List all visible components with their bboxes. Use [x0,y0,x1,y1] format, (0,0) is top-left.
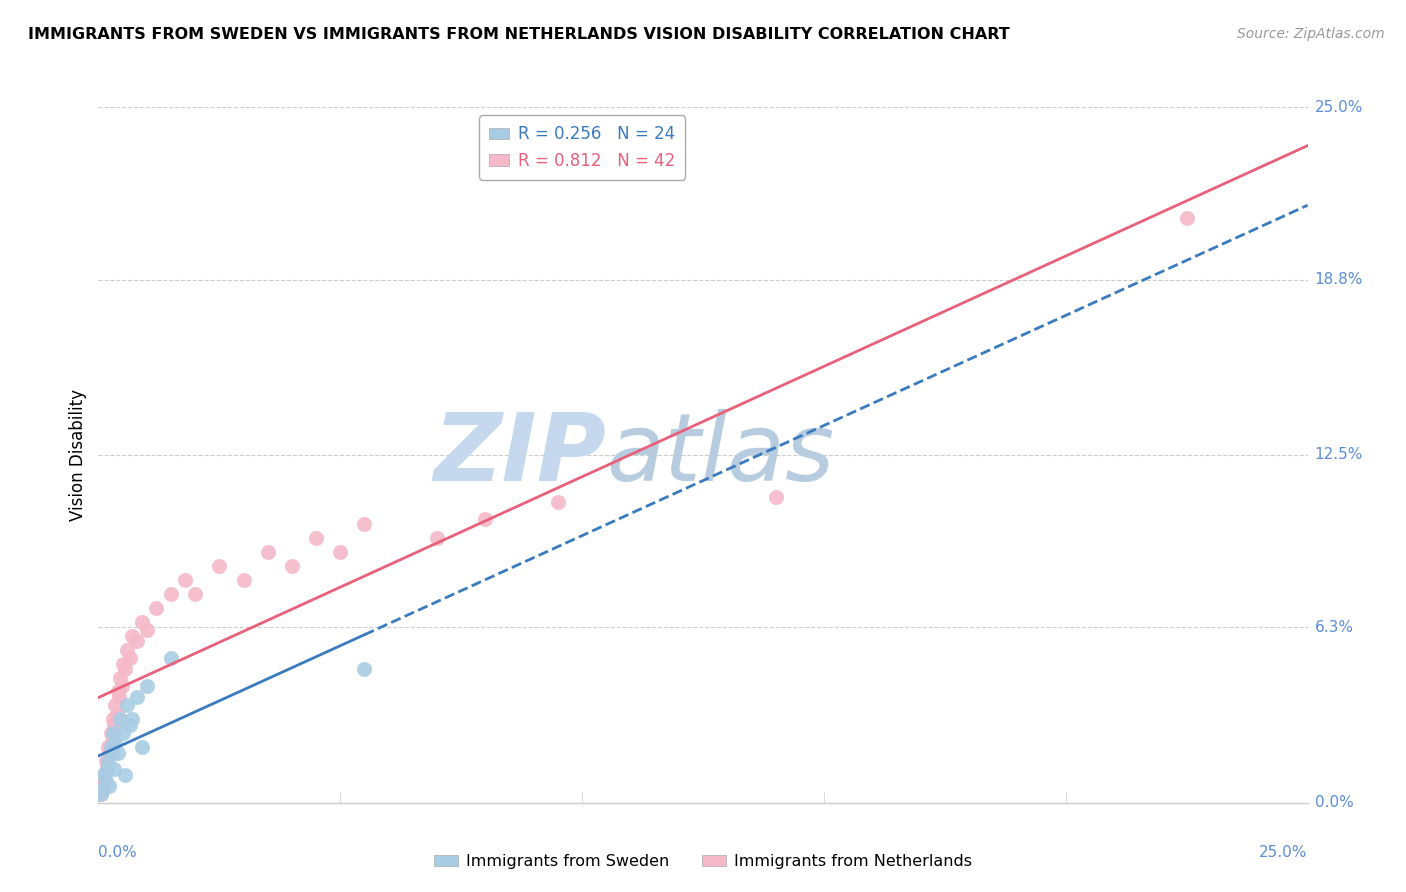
Point [93,768,115,782]
Point [305,532,328,546]
Text: 12.5%: 12.5% [1315,448,1362,462]
Point [101,726,124,740]
Point [108,712,131,726]
Point [145,601,167,615]
Point [90,788,112,802]
Point [93,773,115,788]
Point [107,684,129,698]
Point [353,662,375,676]
Point [329,545,352,559]
Legend: R = 0.256   N = 24, R = 0.812   N = 42: R = 0.256 N = 24, R = 0.812 N = 42 [479,115,685,179]
Text: Source: ZipAtlas.com: Source: ZipAtlas.com [1237,27,1385,41]
Point [111,679,134,693]
Text: atlas: atlas [606,409,835,500]
Point [121,629,143,643]
Point [160,587,183,601]
Point [256,545,278,559]
Point [114,662,136,676]
Point [91,768,114,782]
Point [101,712,124,726]
Point [118,651,141,665]
Text: IMMIGRANTS FROM SWEDEN VS IMMIGRANTS FROM NETHERLANDS VISION DISABILITY CORRELAT: IMMIGRANTS FROM SWEDEN VS IMMIGRANTS FRO… [28,27,1010,42]
Point [117,698,139,713]
Point [104,734,127,748]
Point [96,763,118,777]
Point [765,490,787,504]
Text: 25.0%: 25.0% [1315,100,1362,114]
Point [160,651,183,665]
Text: 0.0%: 0.0% [1315,796,1354,810]
Point [107,690,129,704]
Text: 18.8%: 18.8% [1315,272,1362,287]
Point [111,657,134,671]
Point [135,679,157,693]
Point [208,559,231,574]
Point [281,559,304,574]
Text: ZIP: ZIP [433,409,606,501]
Point [232,573,254,587]
Y-axis label: Vision Disability: Vision Disability [69,389,87,521]
Point [103,718,125,732]
Point [474,512,496,526]
Point [184,587,207,601]
Point [98,779,121,793]
Point [107,746,129,760]
Point [135,624,157,638]
Point [97,740,120,755]
Point [426,532,449,546]
Point [1175,211,1198,226]
Point [127,690,149,704]
Point [94,773,117,788]
Point [131,615,153,629]
Point [131,740,153,755]
Point [100,740,122,755]
Legend: Immigrants from Sweden, Immigrants from Netherlands: Immigrants from Sweden, Immigrants from … [427,847,979,875]
Text: 6.3%: 6.3% [1315,620,1354,635]
Point [90,788,112,802]
Point [96,763,118,777]
Point [127,634,149,648]
Point [100,726,122,740]
Point [547,495,569,509]
Point [114,768,136,782]
Point [94,754,117,768]
Text: 25.0%: 25.0% [1260,845,1308,860]
Point [97,754,120,768]
Point [353,517,375,532]
Point [108,671,131,685]
Point [104,698,127,713]
Point [117,642,139,657]
Point [98,746,121,760]
Point [91,781,114,796]
Point [118,718,141,732]
Point [103,763,125,777]
Point [121,712,143,726]
Point [105,706,128,721]
Point [174,573,197,587]
Point [111,726,134,740]
Point [101,734,124,748]
Point [101,746,124,760]
Text: 0.0%: 0.0% [98,845,138,860]
Point [91,779,114,793]
